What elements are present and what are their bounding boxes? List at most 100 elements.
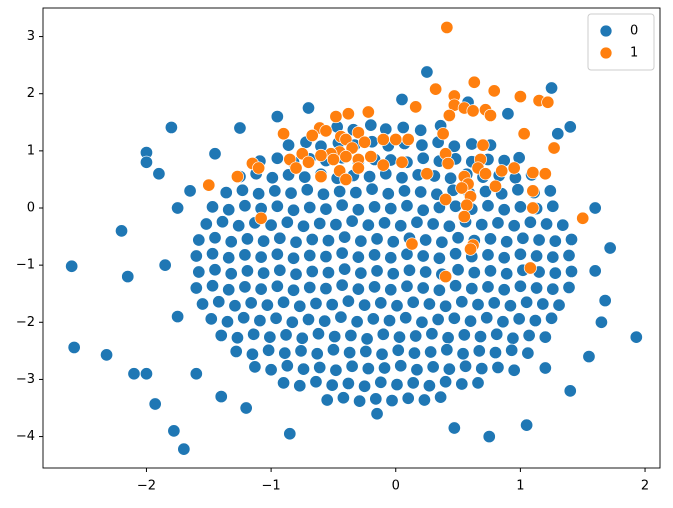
point <box>316 187 331 201</box>
point <box>507 161 521 175</box>
point <box>475 362 489 376</box>
point <box>286 203 301 217</box>
point <box>475 218 489 232</box>
legend-marker <box>599 24 613 38</box>
point <box>361 218 375 232</box>
point <box>167 424 181 438</box>
point <box>532 233 546 247</box>
point <box>222 283 236 297</box>
point <box>270 199 284 213</box>
point <box>472 344 486 358</box>
point <box>481 199 495 213</box>
point <box>171 201 185 215</box>
point <box>189 367 203 381</box>
point <box>254 250 268 264</box>
point <box>439 299 453 313</box>
point <box>429 82 443 96</box>
point <box>205 247 220 261</box>
point <box>285 315 299 329</box>
point <box>399 311 413 325</box>
point <box>449 279 463 293</box>
point <box>286 251 301 265</box>
point <box>386 235 400 249</box>
point <box>513 90 527 104</box>
point <box>338 262 352 276</box>
point <box>594 315 608 329</box>
point <box>325 298 339 312</box>
point <box>467 75 481 89</box>
point <box>439 192 453 206</box>
point <box>548 266 562 280</box>
point <box>506 331 520 345</box>
point <box>351 126 365 140</box>
point <box>273 231 287 245</box>
plot-area <box>65 20 643 456</box>
point <box>564 264 579 278</box>
point <box>365 182 379 196</box>
point <box>416 151 430 165</box>
point <box>376 327 390 341</box>
point <box>262 343 276 357</box>
x-tick-label: 2 <box>641 479 649 494</box>
point <box>546 199 560 213</box>
point <box>286 283 301 297</box>
legend-marker <box>599 46 613 60</box>
point <box>257 266 271 280</box>
point <box>319 202 333 216</box>
point <box>552 298 566 312</box>
point <box>189 281 203 295</box>
y-tick-label: −4 <box>16 429 35 444</box>
point <box>520 295 534 309</box>
point <box>370 232 384 246</box>
point <box>415 315 429 329</box>
point <box>409 329 423 343</box>
point <box>391 343 405 357</box>
point <box>526 166 540 180</box>
point <box>432 251 446 265</box>
point <box>293 379 307 393</box>
point <box>463 314 478 328</box>
point <box>195 297 210 311</box>
point <box>240 264 254 278</box>
point <box>303 248 317 262</box>
point <box>289 161 303 175</box>
point <box>295 331 309 345</box>
point <box>228 299 242 313</box>
point <box>270 151 284 165</box>
point <box>139 155 154 169</box>
point <box>394 359 408 373</box>
point <box>447 421 461 435</box>
point <box>328 330 342 344</box>
point <box>588 264 602 278</box>
point <box>240 232 254 246</box>
point <box>426 217 440 231</box>
point <box>483 264 498 278</box>
y-tick-label: 1 <box>27 143 35 158</box>
point <box>444 171 458 185</box>
point <box>442 219 456 233</box>
point <box>320 393 334 407</box>
point <box>301 101 316 115</box>
point <box>343 346 357 360</box>
point <box>354 234 368 248</box>
point <box>364 118 378 132</box>
point <box>333 184 347 198</box>
point <box>237 311 251 325</box>
point <box>139 367 154 381</box>
point <box>370 407 384 421</box>
point <box>455 181 469 195</box>
point <box>422 297 436 311</box>
point <box>215 215 230 229</box>
legend-label: 0 <box>630 24 638 39</box>
point <box>239 401 253 415</box>
point <box>466 104 480 118</box>
point <box>528 314 542 328</box>
point <box>293 299 307 313</box>
point <box>254 282 268 296</box>
point <box>447 311 461 325</box>
point <box>384 202 398 216</box>
point <box>517 127 531 141</box>
point <box>563 384 577 398</box>
point <box>319 282 333 296</box>
point <box>224 235 238 249</box>
